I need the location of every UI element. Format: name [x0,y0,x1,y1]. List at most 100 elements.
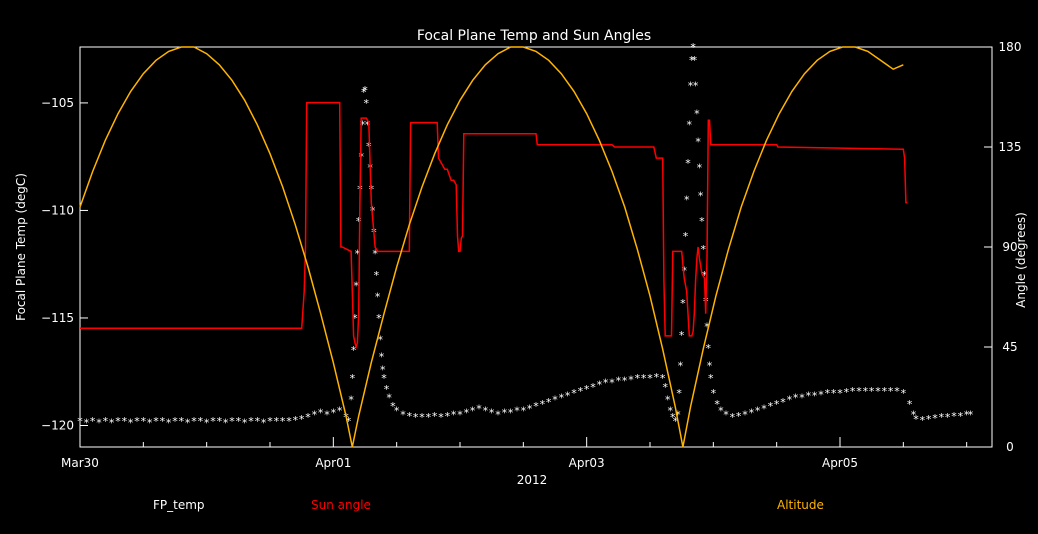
y-tick-label: −115 [41,311,74,325]
data-point: * [346,415,352,428]
data-point: * [372,247,378,260]
data-point: * [920,414,926,427]
y2-tick-label: 90 [1002,240,1017,254]
data-point: * [223,416,229,429]
x-tick-label: Mar30 [61,456,99,470]
data-point: * [394,404,400,417]
data-point: * [688,80,694,93]
data-point: * [684,194,690,207]
data-point: * [635,372,641,385]
legend-sun-angle: Sun angle [311,498,371,512]
legend-fp-temp: FP_temp [153,498,205,512]
data-point: * [616,374,622,387]
data-point: * [723,409,729,422]
data-point: * [312,409,318,422]
data-point: * [932,412,938,425]
data-point: * [749,407,755,420]
data-point: * [540,398,546,411]
data-point: * [945,411,951,424]
data-point: * [694,108,700,121]
data-point: * [489,407,495,420]
data-point: * [353,280,359,293]
y-tick-label: −120 [41,418,74,432]
data-point: * [115,415,121,428]
data-point: * [559,392,565,405]
y2-tick-label: 45 [1002,340,1017,354]
chart-title: Focal Plane Temp and Sun Angles [417,28,651,44]
data-point: * [597,379,603,392]
data-point: * [438,411,444,424]
data-point: * [508,407,514,420]
data-point: * [584,383,590,396]
data-point: * [483,404,489,417]
data-point: * [109,416,115,429]
data-point: * [700,243,706,256]
data-point: * [191,415,197,428]
data-point: * [609,376,615,389]
data-point: * [668,404,674,417]
data-point: * [774,398,780,411]
data-point: * [901,387,907,400]
data-point: * [670,411,676,424]
data-point: * [907,398,913,411]
data-point: * [736,410,742,423]
data-point: * [375,290,381,303]
data-point: * [882,385,888,398]
data-point: * [361,86,367,99]
data-point: * [236,415,242,428]
data-point: * [352,312,358,325]
data-point: * [400,409,406,422]
data-point: * [683,230,689,243]
series-line [79,46,904,448]
data-point: * [850,385,856,398]
data-point: * [514,404,520,417]
data-point: * [578,385,584,398]
data-point: * [546,396,552,409]
data-point: * [697,161,703,174]
data-point: * [793,392,799,405]
data-point: * [364,97,370,110]
data-point: * [647,372,653,385]
data-point: * [293,414,299,427]
y2-tick-label: 0 [1006,440,1014,454]
data-point: * [706,342,712,355]
data-point: * [939,411,945,424]
data-point: * [692,54,698,67]
data-point: * [495,409,501,422]
data-point: * [160,415,166,428]
data-point: * [141,415,147,428]
data-point: * [894,385,900,398]
data-point: * [198,415,204,428]
data-point: * [825,387,831,400]
data-point: * [128,416,134,429]
data-point: * [718,404,724,417]
data-point: * [464,407,470,420]
data-point: * [676,387,682,400]
data-point: * [261,416,267,429]
data-point: * [390,400,396,413]
data-point: * [533,400,539,413]
data-point: * [179,415,185,428]
data-point: * [768,400,774,413]
data-point: * [274,415,280,428]
series-sun-angle [80,101,908,350]
data-point: * [370,204,376,217]
data-point: * [689,54,695,67]
data-point: * [913,413,919,426]
data-point: * [185,416,191,429]
data-point: * [419,411,425,424]
data-point: * [318,407,324,420]
data-point: * [362,84,368,97]
data-point: * [707,359,713,372]
x-axis: Mar30 Apr01 Apr03 Apr05 [61,437,968,470]
data-point: * [695,136,701,149]
data-point: * [951,410,957,423]
data-point: * [628,373,634,386]
data-point: * [888,385,894,398]
data-point: * [730,411,736,424]
data-point: * [476,402,482,415]
data-point: * [242,416,248,429]
data-point: * [267,415,273,428]
data-point: * [755,404,761,417]
data-point: * [641,372,647,385]
